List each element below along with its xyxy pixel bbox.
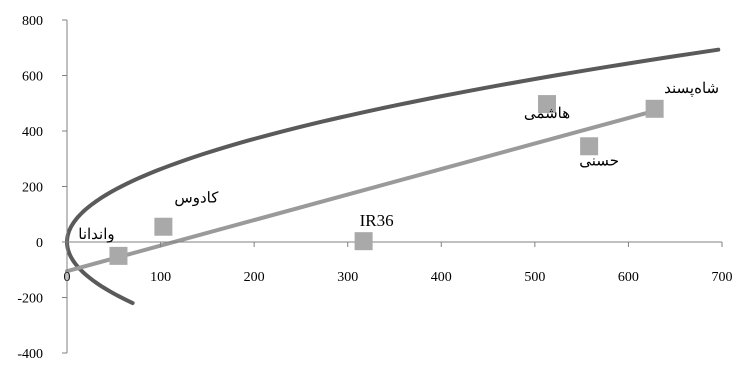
y-tick-label: -400: [17, 347, 43, 362]
axes-layer: [66, 20, 722, 353]
x-tick-label: 700: [712, 270, 733, 285]
point-label: هاشمی: [524, 106, 570, 122]
point-label: واندانا: [78, 227, 114, 243]
point-marker: [580, 137, 599, 156]
x-tick-label: 500: [524, 270, 545, 285]
y-tick-label: 800: [22, 14, 43, 29]
curves-layer: [65, 47, 721, 306]
y-tick-label: 200: [22, 181, 43, 196]
x-tick-label: 200: [244, 270, 265, 285]
x-tick-label: 300: [337, 270, 358, 285]
y-tick-label: 0: [36, 236, 43, 251]
labels-layer: واندانا کادوس IR36 هاشمی حسنی شاه‌پسند: [78, 81, 719, 243]
point-marker: [109, 246, 128, 265]
x-tick-label: 600: [618, 270, 639, 285]
parabola-curve: [65, 47, 721, 306]
point-label: حسنی: [579, 153, 619, 169]
trend-line: [65, 108, 657, 274]
point-label: شاه‌پسند: [664, 81, 719, 97]
y-tick-label: 400: [22, 125, 43, 140]
x-tick-label: 400: [431, 270, 452, 285]
point-marker: [538, 95, 557, 114]
point-label: IR36: [360, 211, 394, 230]
point-marker: [154, 217, 173, 236]
points-layer: [109, 95, 664, 265]
x-tick-label: 100: [150, 270, 171, 285]
x-tick-label: 0: [64, 270, 71, 285]
y-tick-label: -200: [17, 292, 43, 307]
ticks-layer: -400 -200 0 200 400 600 800 0 100 200 300 400 500 600…: [17, 14, 732, 362]
point-label: کادوس: [174, 191, 219, 207]
point-marker: [354, 232, 373, 251]
point-marker: [645, 99, 664, 118]
y-tick-label: 600: [22, 70, 43, 85]
